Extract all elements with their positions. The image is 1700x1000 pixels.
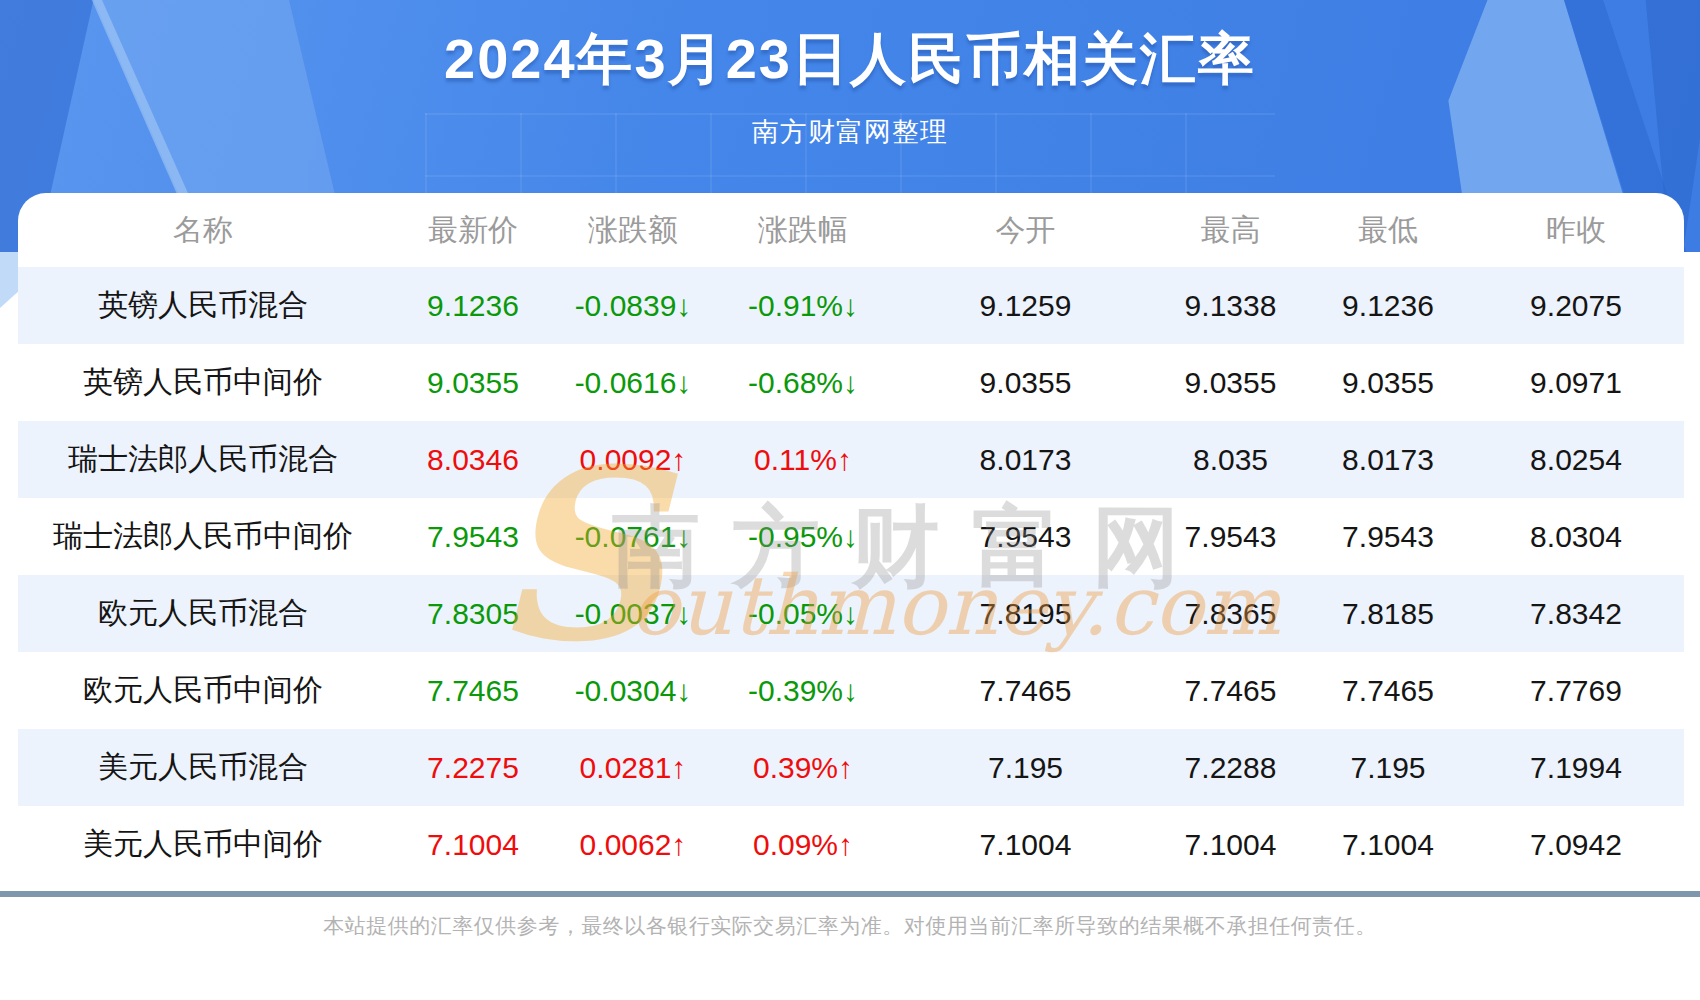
cell-low: 7.7465 xyxy=(1308,652,1468,729)
cell-name: 美元人民币混合 xyxy=(18,729,388,806)
cell-prev-close: 7.8342 xyxy=(1468,575,1684,652)
cell-change-pct: -0.68%↓ xyxy=(708,344,898,421)
cell-name: 英镑人民币混合 xyxy=(18,267,388,344)
cell-change: 0.0062↑ xyxy=(558,806,708,883)
cell-last-price: 8.0346 xyxy=(388,421,558,498)
cell-change-pct: 0.11%↑ xyxy=(708,421,898,498)
page: 2024年3月23日人民币相关汇率 南方财富网整理 名称 最新价 涨跌额 涨跌幅… xyxy=(0,0,1700,1000)
cell-change: -0.0839↓ xyxy=(558,267,708,344)
cell-name: 瑞士法郎人民币中间价 xyxy=(18,498,388,575)
cell-last-price: 7.9543 xyxy=(388,498,558,575)
table-row: 英镑人民币中间价 9.0355 -0.0616↓ -0.68%↓ 9.0355 … xyxy=(18,344,1684,421)
col-header-change: 涨跌额 xyxy=(558,193,708,267)
col-header-name: 名称 xyxy=(18,193,388,267)
cell-change-pct: -0.95%↓ xyxy=(708,498,898,575)
cell-name: 美元人民币中间价 xyxy=(18,806,388,883)
cell-high: 7.1004 xyxy=(1153,806,1308,883)
cell-high: 7.2288 xyxy=(1153,729,1308,806)
rates-panel: 名称 最新价 涨跌额 涨跌幅 今开 最高 最低 昨收 英镑人民币混合 9.123… xyxy=(18,193,1684,883)
table-row: 瑞士法郎人民币混合 8.0346 0.0092↑ 0.11%↑ 8.0173 8… xyxy=(18,421,1684,498)
col-header-change-pct: 涨跌幅 xyxy=(708,193,898,267)
cell-low: 9.0355 xyxy=(1308,344,1468,421)
cell-change-pct: -0.05%↓ xyxy=(708,575,898,652)
cell-last-price: 9.0355 xyxy=(388,344,558,421)
cell-prev-close: 7.0942 xyxy=(1468,806,1684,883)
table-row: 美元人民币混合 7.2275 0.0281↑ 0.39%↑ 7.195 7.22… xyxy=(18,729,1684,806)
table-row: 瑞士法郎人民币中间价 7.9543 -0.0761↓ -0.95%↓ 7.954… xyxy=(18,498,1684,575)
cell-low: 9.1236 xyxy=(1308,267,1468,344)
cell-change: -0.0761↓ xyxy=(558,498,708,575)
cell-change-pct: -0.39%↓ xyxy=(708,652,898,729)
cell-name: 欧元人民币中间价 xyxy=(18,652,388,729)
disclaimer-text: 本站提供的汇率仅供参考，最终以各银行实际交易汇率为准。对使用当前汇率所导致的结果… xyxy=(0,912,1700,940)
cell-open: 8.0173 xyxy=(898,421,1153,498)
cell-change-pct: 0.39%↑ xyxy=(708,729,898,806)
cell-high: 7.9543 xyxy=(1153,498,1308,575)
rates-table: 名称 最新价 涨跌额 涨跌幅 今开 最高 最低 昨收 英镑人民币混合 9.123… xyxy=(18,193,1684,883)
footer-divider xyxy=(0,891,1700,897)
table-header-row: 名称 最新价 涨跌额 涨跌幅 今开 最高 最低 昨收 xyxy=(18,193,1684,267)
rates-table-body: 英镑人民币混合 9.1236 -0.0839↓ -0.91%↓ 9.1259 9… xyxy=(18,267,1684,883)
cell-open: 7.9543 xyxy=(898,498,1153,575)
cell-open: 9.0355 xyxy=(898,344,1153,421)
table-row: 欧元人民币混合 7.8305 -0.0037↓ -0.05%↓ 7.8195 7… xyxy=(18,575,1684,652)
table-row: 美元人民币中间价 7.1004 0.0062↑ 0.09%↑ 7.1004 7.… xyxy=(18,806,1684,883)
page-subtitle: 南方财富网整理 xyxy=(0,114,1700,150)
cell-open: 7.195 xyxy=(898,729,1153,806)
col-header-open: 今开 xyxy=(898,193,1153,267)
cell-prev-close: 8.0304 xyxy=(1468,498,1684,575)
cell-change: -0.0616↓ xyxy=(558,344,708,421)
cell-high: 7.8365 xyxy=(1153,575,1308,652)
cell-low: 7.8185 xyxy=(1308,575,1468,652)
cell-prev-close: 8.0254 xyxy=(1468,421,1684,498)
cell-change: -0.0304↓ xyxy=(558,652,708,729)
page-title: 2024年3月23日人民币相关汇率 xyxy=(0,22,1700,98)
cell-prev-close: 7.7769 xyxy=(1468,652,1684,729)
cell-change-pct: 0.09%↑ xyxy=(708,806,898,883)
col-header-last-price: 最新价 xyxy=(388,193,558,267)
cell-change: 0.0281↑ xyxy=(558,729,708,806)
col-header-high: 最高 xyxy=(1153,193,1308,267)
cell-high: 7.7465 xyxy=(1153,652,1308,729)
cell-name: 瑞士法郎人民币混合 xyxy=(18,421,388,498)
cell-high: 9.1338 xyxy=(1153,267,1308,344)
cell-change: 0.0092↑ xyxy=(558,421,708,498)
col-header-prev-close: 昨收 xyxy=(1468,193,1684,267)
cell-last-price: 7.1004 xyxy=(388,806,558,883)
col-header-low: 最低 xyxy=(1308,193,1468,267)
cell-low: 8.0173 xyxy=(1308,421,1468,498)
cell-high: 9.0355 xyxy=(1153,344,1308,421)
cell-open: 7.8195 xyxy=(898,575,1153,652)
cell-open: 7.7465 xyxy=(898,652,1153,729)
cell-last-price: 7.2275 xyxy=(388,729,558,806)
cell-open: 7.1004 xyxy=(898,806,1153,883)
cell-open: 9.1259 xyxy=(898,267,1153,344)
cell-last-price: 9.1236 xyxy=(388,267,558,344)
cell-last-price: 7.8305 xyxy=(388,575,558,652)
cell-low: 7.9543 xyxy=(1308,498,1468,575)
cell-low: 7.195 xyxy=(1308,729,1468,806)
table-row: 英镑人民币混合 9.1236 -0.0839↓ -0.91%↓ 9.1259 9… xyxy=(18,267,1684,344)
cell-name: 英镑人民币中间价 xyxy=(18,344,388,421)
cell-last-price: 7.7465 xyxy=(388,652,558,729)
cell-prev-close: 9.0971 xyxy=(1468,344,1684,421)
cell-change: -0.0037↓ xyxy=(558,575,708,652)
cell-prev-close: 9.2075 xyxy=(1468,267,1684,344)
cell-high: 8.035 xyxy=(1153,421,1308,498)
table-row: 欧元人民币中间价 7.7465 -0.0304↓ -0.39%↓ 7.7465 … xyxy=(18,652,1684,729)
cell-low: 7.1004 xyxy=(1308,806,1468,883)
cell-name: 欧元人民币混合 xyxy=(18,575,388,652)
cell-change-pct: -0.91%↓ xyxy=(708,267,898,344)
cell-prev-close: 7.1994 xyxy=(1468,729,1684,806)
